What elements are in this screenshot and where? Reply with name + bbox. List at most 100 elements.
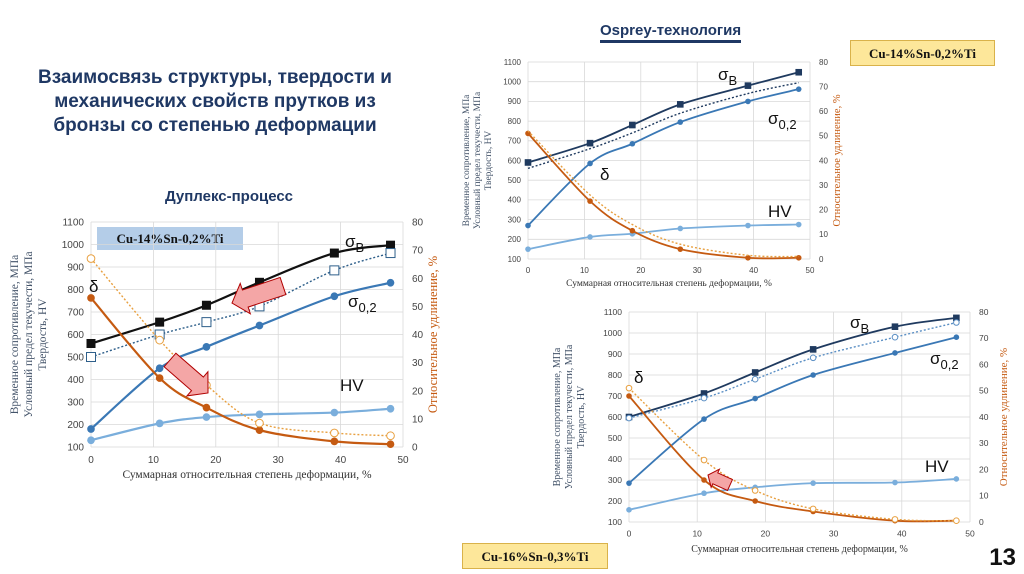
y2-tick-label: 40 — [819, 156, 828, 165]
x-tick-label: 30 — [693, 266, 702, 275]
series-label: HV — [768, 202, 792, 221]
y-axis-title: Условный предел текучести, МПа — [564, 344, 575, 489]
data-point — [677, 225, 684, 232]
data-point — [202, 413, 211, 421]
data-point — [752, 395, 758, 402]
y-tick-label: 400 — [608, 454, 622, 464]
y-tick-label: 300 — [508, 215, 522, 224]
alloy-label-osprey: Cu-14%Sn-0,2%Ti — [850, 40, 995, 66]
series-2 — [626, 334, 960, 486]
trend-arrow-icon — [163, 352, 209, 397]
data-point — [700, 394, 708, 402]
y2-tick-label: 60 — [819, 107, 828, 116]
data-point — [155, 419, 164, 428]
y2-tick-label: 70 — [412, 246, 424, 257]
data-point — [795, 254, 802, 261]
x-tick-label: 0 — [526, 266, 531, 275]
y-tick-label: 200 — [508, 235, 522, 244]
series-label: σВ — [718, 65, 737, 88]
series-label-symbol: σ — [768, 109, 779, 128]
x-tick-label: 0 — [627, 529, 632, 539]
y-tick-label: 200 — [608, 496, 622, 506]
data-point — [795, 86, 802, 92]
y-tick-label: 800 — [67, 285, 84, 296]
data-point — [626, 393, 632, 399]
data-point — [155, 317, 165, 327]
y-axis-title: Временное сопротивление, МПа — [552, 347, 563, 486]
y2-tick-label: 0 — [819, 255, 824, 264]
y2-tick-label: 50 — [819, 132, 828, 141]
data-point — [329, 248, 339, 258]
y-tick-label: 300 — [67, 398, 84, 409]
y-axis-title: Твердость, HV — [576, 385, 587, 449]
data-point — [809, 346, 817, 353]
series-label-symbol: δ — [634, 368, 643, 387]
series-label-subscript: 0,2 — [779, 117, 797, 132]
y2-axis-title: Относительное удлинение, % — [426, 256, 440, 413]
data-point — [330, 428, 339, 438]
y2-axis-title: Относительное удлинение, % — [998, 348, 1010, 486]
series-label-subscript: В — [861, 321, 870, 336]
data-point — [891, 333, 899, 341]
x-tick-label: 10 — [692, 529, 702, 539]
y2-tick-label: 80 — [979, 307, 989, 317]
data-point — [202, 403, 211, 412]
data-point — [892, 479, 898, 486]
y-tick-label: 800 — [508, 117, 522, 126]
series-4 — [525, 130, 802, 261]
data-point — [677, 119, 684, 125]
series-label: δ — [600, 165, 609, 184]
data-point — [745, 254, 751, 261]
series-label: δ — [89, 277, 98, 296]
y-tick-label: 600 — [608, 412, 622, 422]
series-label-symbol: δ — [600, 165, 609, 184]
series-line — [527, 223, 799, 251]
series-3 — [525, 221, 802, 252]
y2-tick-label: 40 — [412, 330, 424, 341]
data-point — [676, 101, 684, 108]
data-point — [953, 517, 960, 524]
data-point — [201, 317, 212, 328]
slide-title: Взаимосвязь структуры, твердости и механ… — [38, 67, 392, 136]
data-point — [625, 414, 633, 422]
y-tick-label: 400 — [508, 196, 522, 205]
x-tick-label: 20 — [210, 455, 222, 466]
series-line — [527, 71, 799, 164]
y-axis-title: Временное сопротивление, МПа — [462, 94, 472, 227]
y2-tick-label: 60 — [979, 359, 989, 369]
data-point — [700, 390, 708, 397]
y-tick-label: 1100 — [604, 307, 623, 317]
data-point — [953, 319, 960, 326]
y-tick-label: 1100 — [62, 218, 84, 229]
data-point — [891, 323, 899, 330]
data-point — [386, 431, 395, 441]
series-label-symbol: HV — [925, 457, 949, 476]
data-point — [795, 68, 803, 76]
y-axis-title: Твердость, HV — [484, 131, 494, 191]
data-point — [677, 246, 684, 252]
series-label-symbol: σ — [850, 313, 861, 332]
series-label-subscript: В — [356, 240, 365, 255]
x-tick-label: 30 — [829, 529, 839, 539]
data-point — [329, 265, 340, 276]
series-line — [628, 387, 957, 522]
series-5 — [86, 254, 395, 441]
series-label: HV — [340, 376, 364, 395]
duplex-chart-title: Дуплекс-процесс — [165, 188, 294, 205]
data-point — [701, 490, 707, 497]
data-point — [810, 480, 816, 486]
y-tick-label: 100 — [508, 255, 522, 264]
y-tick-label: 300 — [608, 475, 622, 485]
y-axis-title: Условный предел текучести, МПа — [23, 251, 35, 417]
x-tick-label: 10 — [148, 455, 160, 466]
y-tick-label: 900 — [508, 97, 522, 106]
data-point — [953, 476, 960, 482]
series-label: σВ — [850, 313, 869, 336]
series-line — [527, 82, 799, 170]
data-point — [385, 248, 396, 259]
y2-tick-label: 70 — [979, 333, 989, 343]
series-label: σ0,2 — [930, 349, 959, 372]
series-label-symbol: σ — [348, 292, 359, 311]
y2-tick-label: 10 — [979, 491, 989, 501]
